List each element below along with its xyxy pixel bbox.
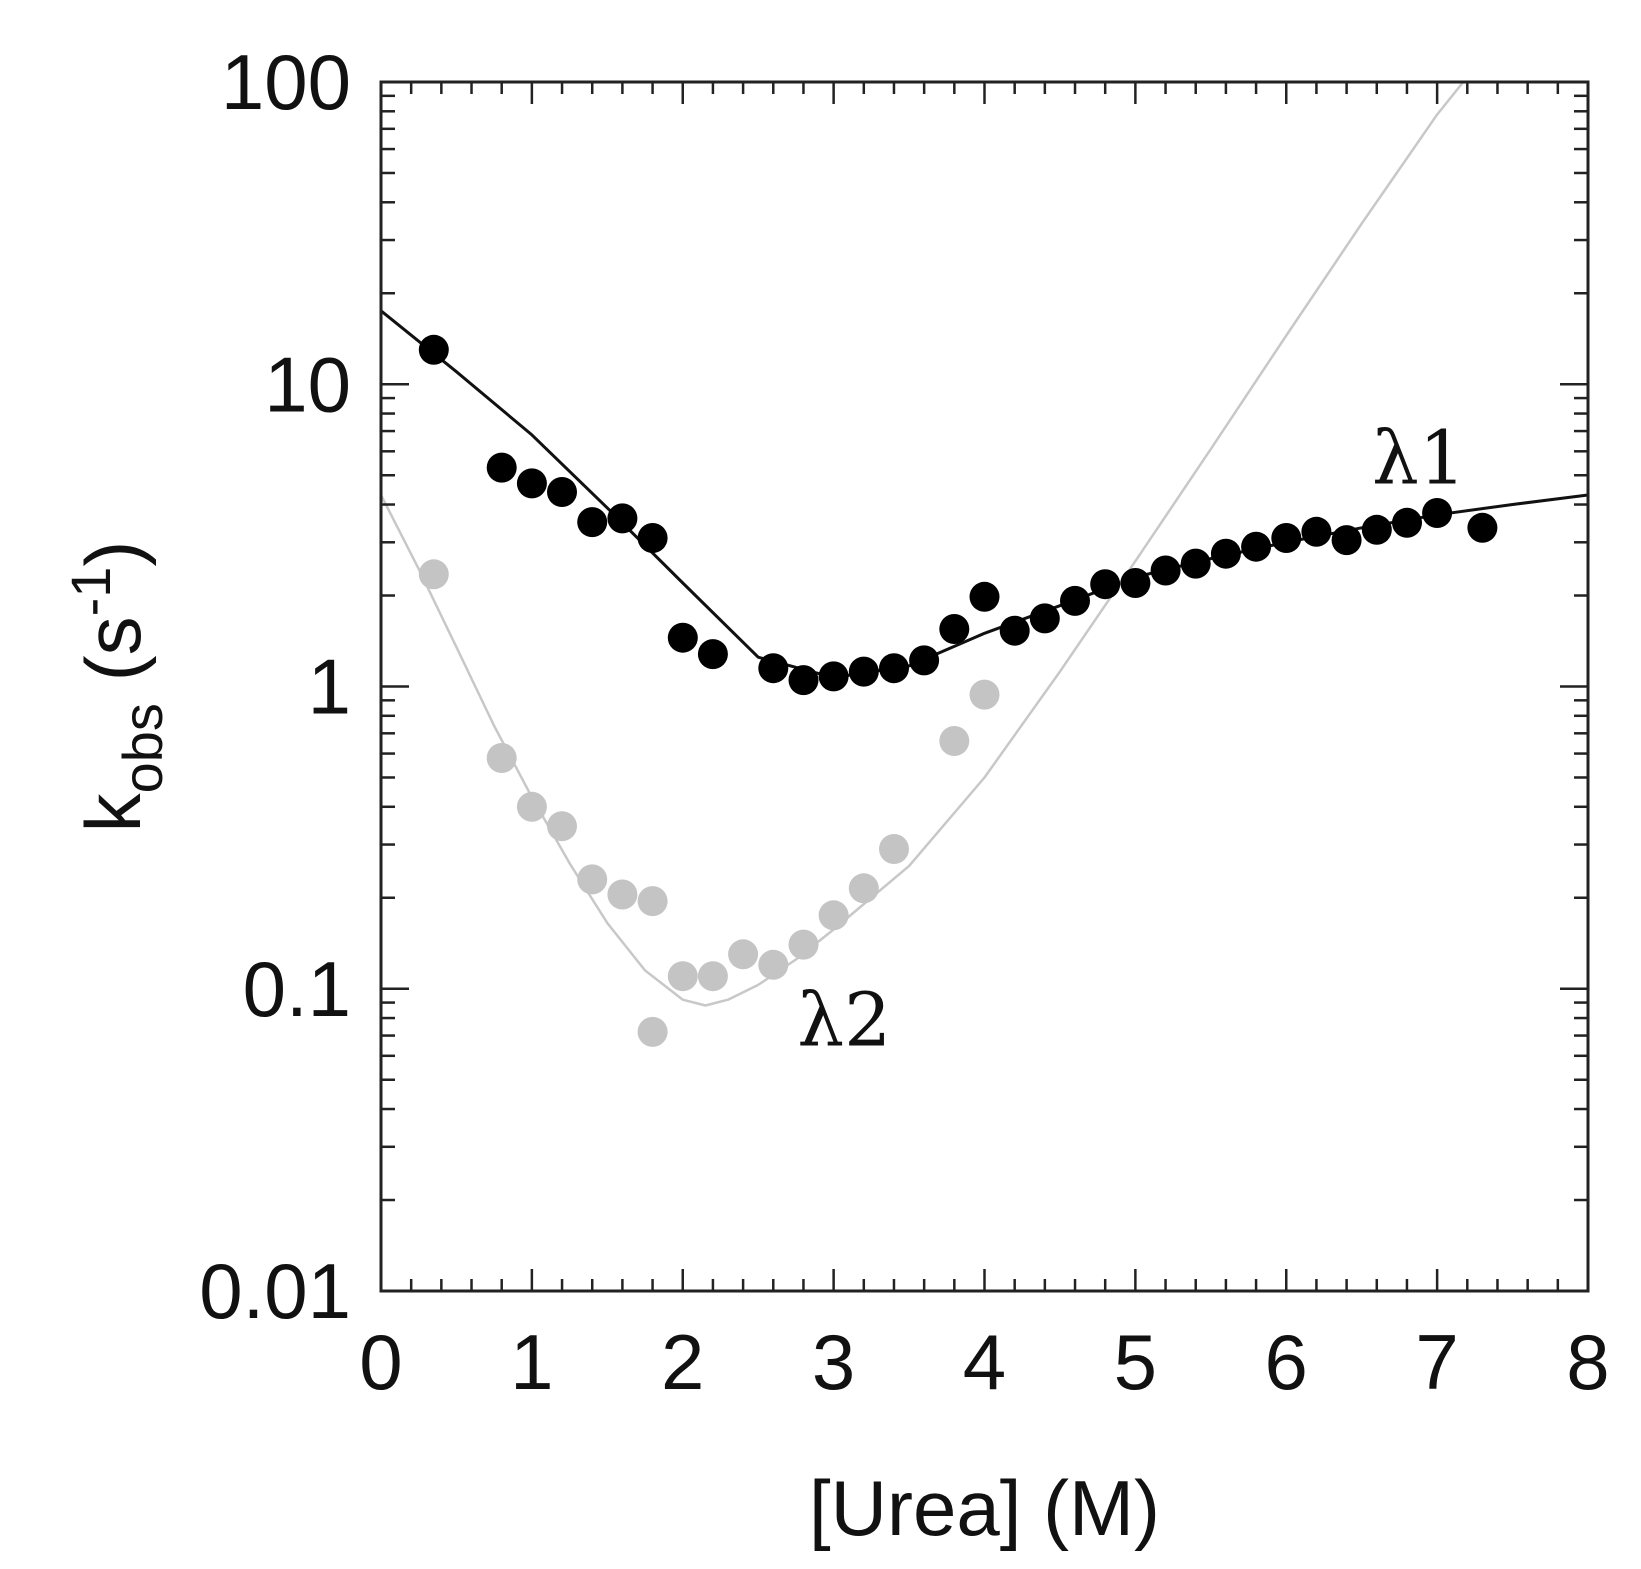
y-tick-label: 10 [264, 340, 351, 428]
x-tick-label: 8 [1566, 1318, 1609, 1406]
series-labels: λ1 λ2 [797, 415, 1466, 1063]
y-tick-label: 0.01 [199, 1247, 351, 1335]
series-label-1: λ1 [1372, 415, 1466, 501]
data-point-series-1 [999, 615, 1030, 646]
fit-line-series-2 [381, 82, 1465, 1007]
y-tick-label: 1 [308, 643, 351, 731]
x-tick-label: 4 [963, 1318, 1006, 1406]
y-axis-label-subscript: obs [111, 703, 174, 793]
data-point-series-1 [1392, 507, 1422, 538]
data-point-series-2 [577, 864, 608, 895]
data-point-series-2 [516, 791, 547, 822]
data-point-series-2 [939, 726, 970, 756]
data-point-series-1 [607, 503, 638, 534]
data-point-series-1 [1090, 569, 1121, 600]
data-point-series-1 [418, 334, 449, 365]
data-point-series-1 [969, 581, 1000, 612]
data-point-series-1 [879, 653, 909, 684]
data-point-series-2 [547, 811, 577, 842]
data-point-series-2 [637, 1016, 668, 1047]
data-point-series-1 [1150, 555, 1181, 586]
x-tick-label: 1 [510, 1318, 553, 1406]
data-point-series-1 [1331, 525, 1362, 556]
y-tick-label: 0.1 [243, 945, 351, 1033]
data-point-series-1 [848, 656, 879, 687]
x-tick-label: 2 [661, 1318, 704, 1406]
data-point-series-1 [1060, 585, 1090, 616]
data-point-series-1 [667, 622, 698, 653]
x-tick-label: 3 [812, 1318, 855, 1406]
data-point-series-1 [909, 645, 940, 676]
y-axis-label: kobs (s-1) [59, 541, 174, 833]
data-point-series-1 [1271, 523, 1302, 553]
data-point-series-1 [697, 639, 728, 670]
data-point-series-2 [818, 900, 849, 931]
data-point-series-2 [788, 929, 819, 960]
data-point-series-1 [788, 665, 819, 696]
x-tick-label: 0 [359, 1318, 402, 1406]
data-point-series-2 [607, 879, 638, 910]
data-point-series-1 [1422, 498, 1453, 528]
data-point-series-1 [1210, 538, 1241, 569]
data-point-series-2 [879, 834, 909, 864]
data-point-series-1 [547, 477, 577, 507]
data-point-series-2 [758, 949, 789, 980]
data-point-series-1 [1241, 531, 1272, 562]
y-tick-label: 100 [221, 38, 351, 126]
data-point-series-2 [969, 679, 1000, 710]
data-point-series-1 [1361, 514, 1392, 545]
data-point-series-1 [486, 452, 517, 483]
data-point-series-2 [848, 873, 879, 904]
axis-ticks [379, 80, 1590, 1293]
x-tick-label: 5 [1114, 1318, 1157, 1406]
series-label-2: λ2 [797, 977, 891, 1063]
data-point-series-2 [637, 886, 668, 917]
data-point-series-2 [486, 743, 517, 773]
data-point-series-2 [418, 559, 449, 590]
x-tick-label: 6 [1265, 1318, 1308, 1406]
data-point-series-1 [516, 468, 547, 499]
data-point-series-2 [667, 961, 698, 992]
data-point-series-1 [1301, 516, 1332, 547]
data-point-series-1 [577, 507, 608, 538]
y-axis-tick-labels: 0.01 0.1 1 10 100 [199, 38, 351, 1335]
data-points [418, 334, 1498, 1047]
y-axis-label-main: k [69, 792, 157, 832]
x-axis-tick-labels: 0 1 2 3 4 5 6 7 8 [359, 1318, 1609, 1406]
data-point-series-1 [939, 614, 970, 644]
data-point-series-1 [1467, 512, 1498, 543]
data-point-series-1 [1180, 548, 1211, 579]
data-point-series-2 [697, 961, 728, 992]
data-point-series-1 [758, 653, 789, 684]
data-point-series-1 [1029, 603, 1060, 634]
y-axis-label-unit-open: (s [69, 616, 157, 703]
data-point-series-1 [1120, 568, 1151, 598]
data-point-series-2 [728, 939, 759, 970]
y-axis-label-unit-close: ) [69, 541, 157, 567]
y-axis-label-superscript: -1 [59, 567, 122, 617]
data-point-series-1 [818, 661, 849, 692]
x-axis-label: [Urea] (M) [809, 1464, 1160, 1552]
x-tick-label: 7 [1415, 1318, 1458, 1406]
data-point-series-1 [637, 523, 668, 553]
